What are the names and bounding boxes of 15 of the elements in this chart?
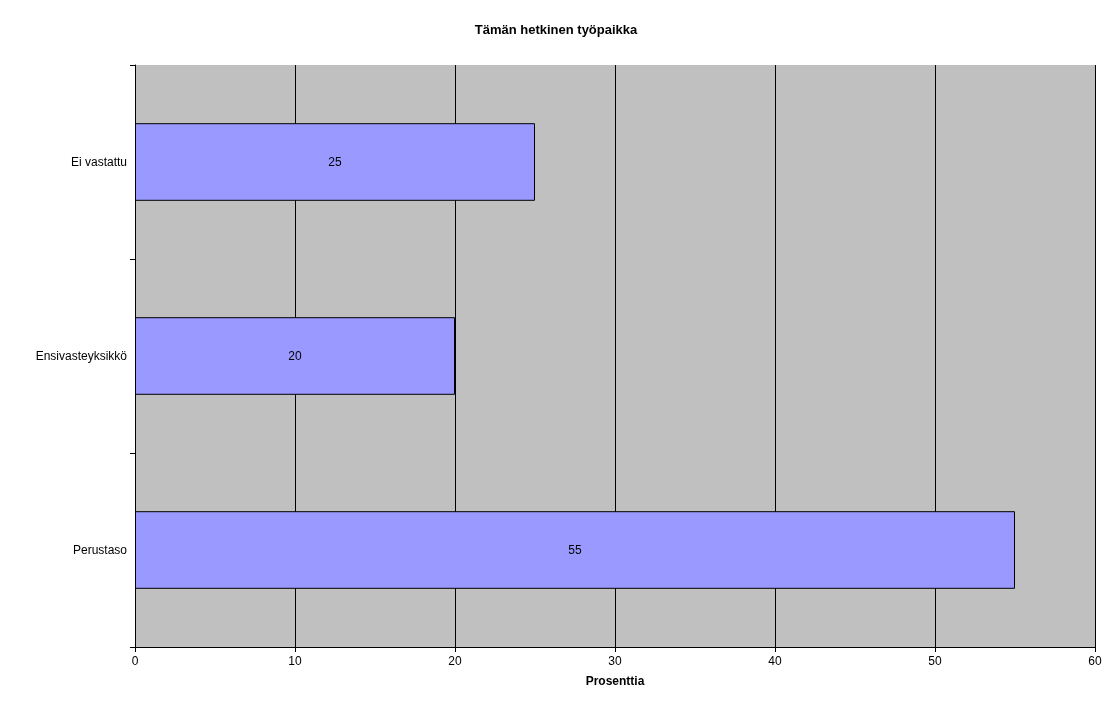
- x-tick-label: 30: [608, 654, 622, 668]
- y-tick-label: Ei vastattu: [70, 155, 127, 169]
- x-tick-label: 20: [448, 654, 462, 668]
- chart-title: Tämän hetkinen työpaikka: [474, 22, 639, 37]
- data-label: 55: [568, 543, 582, 557]
- x-tick-label: 10: [288, 654, 302, 668]
- data-label: 20: [288, 349, 302, 363]
- y-tick-label: Ensivasteyksikkö: [35, 349, 128, 363]
- x-tick-label: 50: [928, 654, 942, 668]
- data-label: 25: [328, 155, 342, 169]
- x-tick-label: 40: [768, 654, 782, 668]
- x-tick-label: 60: [1088, 654, 1102, 668]
- y-tick-label: Perustaso: [72, 543, 128, 557]
- x-axis-title: Prosenttia: [585, 674, 645, 688]
- x-tick-label: 0: [131, 654, 139, 668]
